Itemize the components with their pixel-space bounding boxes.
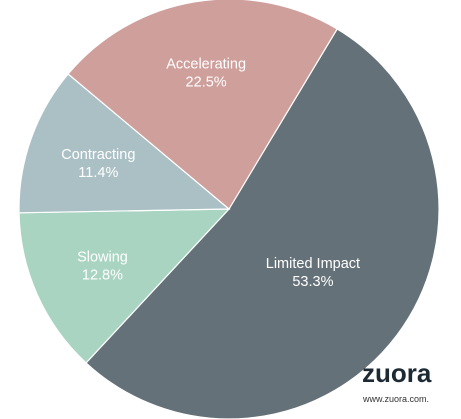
slice-value-label: 53.3% [292,274,333,290]
slice-category-label: Accelerating [166,56,246,72]
slice-value-label: 12.8% [82,268,123,284]
pie-slice [18,208,231,364]
slice-category-label: Contracting [61,147,135,163]
brand-logo: zuora [362,358,432,388]
pie-slice [85,28,440,419]
slice-category-label: Slowing [77,250,128,266]
pie-slice [67,0,338,210]
brand-url: www.zuora.com. [362,394,429,404]
slice-value-label: 11.4% [78,165,118,181]
pie [18,0,440,419]
slice-category-label: Limited Impact [266,256,360,272]
slice-labels: Limited Impact 53.3% Slowing 12.8% Contracti… [61,56,360,290]
pie-slice [18,73,231,214]
slice-value-label: 22.5% [186,74,227,90]
